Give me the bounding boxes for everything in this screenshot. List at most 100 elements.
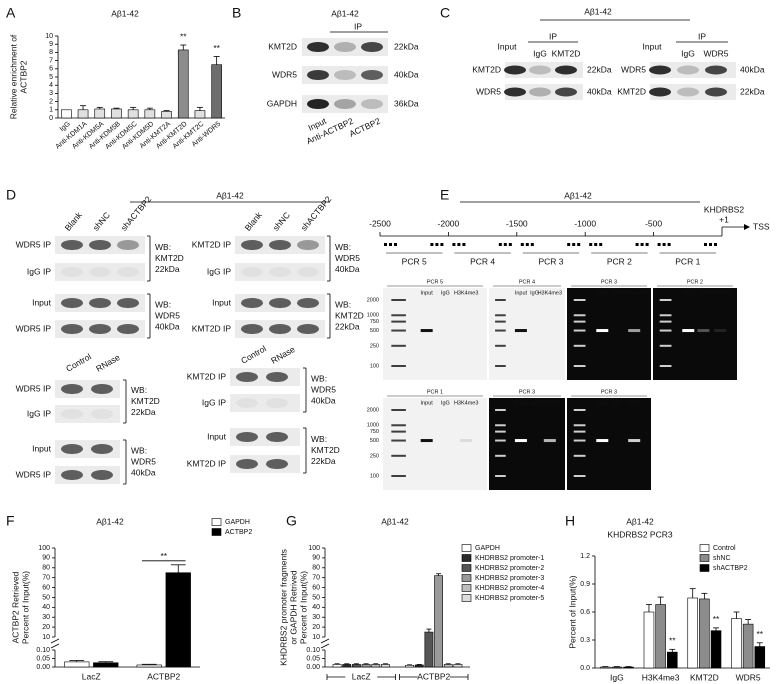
bar [434, 575, 443, 668]
ladder-band [391, 365, 406, 367]
lane-label: IgG [681, 48, 695, 58]
wb-label: WB: [311, 373, 327, 383]
gel-lane-label: KMT2D [540, 400, 559, 406]
chart-title: Aβ1-42 [96, 516, 124, 526]
row-label: WDR5 IP [16, 383, 52, 393]
x-tick-label: ACTBP2 [147, 671, 180, 681]
blot-band [361, 41, 383, 53]
bar [211, 64, 222, 119]
blot-band [297, 323, 319, 335]
row-label: Input [32, 297, 52, 307]
map-tick-label: -2500 [369, 218, 391, 228]
legend-swatch [699, 544, 710, 552]
axis-break [50, 643, 60, 649]
gene-label: +1 [719, 214, 729, 224]
row-label: KMT2D [617, 86, 646, 96]
primer [577, 243, 581, 246]
blot-band [117, 323, 139, 335]
panel-letter: F [6, 513, 15, 529]
gel-lane-label: IgG [441, 400, 450, 406]
map-tick-label: -1500 [506, 218, 528, 228]
ladder-band [573, 409, 586, 411]
bar [165, 572, 191, 668]
bar [599, 666, 611, 669]
blot-band [61, 323, 83, 335]
gel [653, 288, 737, 380]
legend-label: shNC [713, 555, 731, 562]
y-tick-label: 8 [49, 49, 53, 56]
wb-label: WDR5 [311, 384, 336, 394]
y-tick-label: 30 [312, 614, 320, 621]
wb-label: KMT2D [335, 310, 364, 320]
ladder-band [495, 320, 506, 323]
gel-band [714, 329, 727, 333]
gel-lane-label: H3K4me3 [538, 290, 562, 296]
panel-letter: A [6, 5, 16, 21]
ladder-band [573, 454, 586, 457]
row-label: WDR5 [272, 69, 297, 79]
bar [381, 664, 390, 668]
blot-band [91, 443, 113, 455]
y-axis-label: Percent of Input(%) [298, 571, 308, 644]
wb-label: 40kDa [311, 395, 336, 405]
y-axis-label: Percent of Input(%) [567, 575, 577, 648]
bar [710, 630, 722, 669]
bar [77, 109, 89, 119]
blot-band [241, 297, 263, 309]
wb-label: WDR5 [131, 456, 156, 466]
size-label: 22kDa [587, 64, 612, 74]
y-tick-label: 0.05 [36, 655, 50, 662]
blot-band [266, 397, 288, 409]
annotation: ** [180, 31, 187, 41]
blot-strip [230, 394, 300, 412]
ip-label: IP [549, 31, 557, 41]
y-tick-label: 6 [49, 66, 53, 73]
panel-letter: B [232, 5, 241, 21]
bar [731, 618, 742, 669]
bar [405, 664, 414, 668]
wb-label: 22kDa [335, 321, 360, 331]
blot-band [236, 371, 258, 383]
row-label: KMT2D [472, 64, 501, 74]
primer [645, 243, 649, 246]
annotation: ** [213, 43, 220, 53]
wb-label: WB: [131, 445, 147, 455]
bar [453, 664, 463, 668]
bar [352, 664, 361, 668]
row-label: IgG IP [27, 266, 51, 276]
blot-band [266, 371, 288, 383]
gel [567, 398, 651, 490]
y-tick-label: 30 [42, 614, 50, 621]
chart-title: Aβ1-42 [626, 516, 654, 526]
panel-letter: C [440, 5, 450, 21]
legend-label: KHDRBS2 promoter-2 [475, 565, 544, 572]
gel-band [596, 439, 609, 443]
y-tick-label: 10 [312, 634, 320, 641]
gel-lane-label: Input [515, 400, 528, 406]
y-tick-label: 0.3 [580, 637, 590, 644]
gel-lane-label: Input [682, 290, 695, 296]
blot-band [555, 65, 577, 75]
bar [127, 109, 139, 119]
map-tick-label: -1000 [574, 218, 596, 228]
legend-swatch [461, 584, 472, 592]
legend-swatch [699, 554, 710, 562]
lane-label: WDR5 [703, 48, 728, 58]
ladder-band [573, 314, 586, 317]
gel-lane-label: Input [515, 290, 528, 296]
blot-band [61, 443, 83, 455]
blot-band [361, 69, 383, 81]
fragment-label: PCR 5 [402, 256, 427, 266]
chart-title: Aβ1-42 [381, 516, 409, 526]
annotation: ** [713, 614, 720, 624]
blot-band [61, 239, 83, 251]
y-tick-label: 10 [45, 33, 53, 40]
blot-band [241, 266, 263, 278]
size-label: 22kDa [394, 41, 419, 51]
tss-arrowhead [744, 224, 750, 230]
ladder-band [659, 320, 672, 323]
lane-label: Input [498, 41, 518, 51]
ladder-band [659, 365, 672, 367]
